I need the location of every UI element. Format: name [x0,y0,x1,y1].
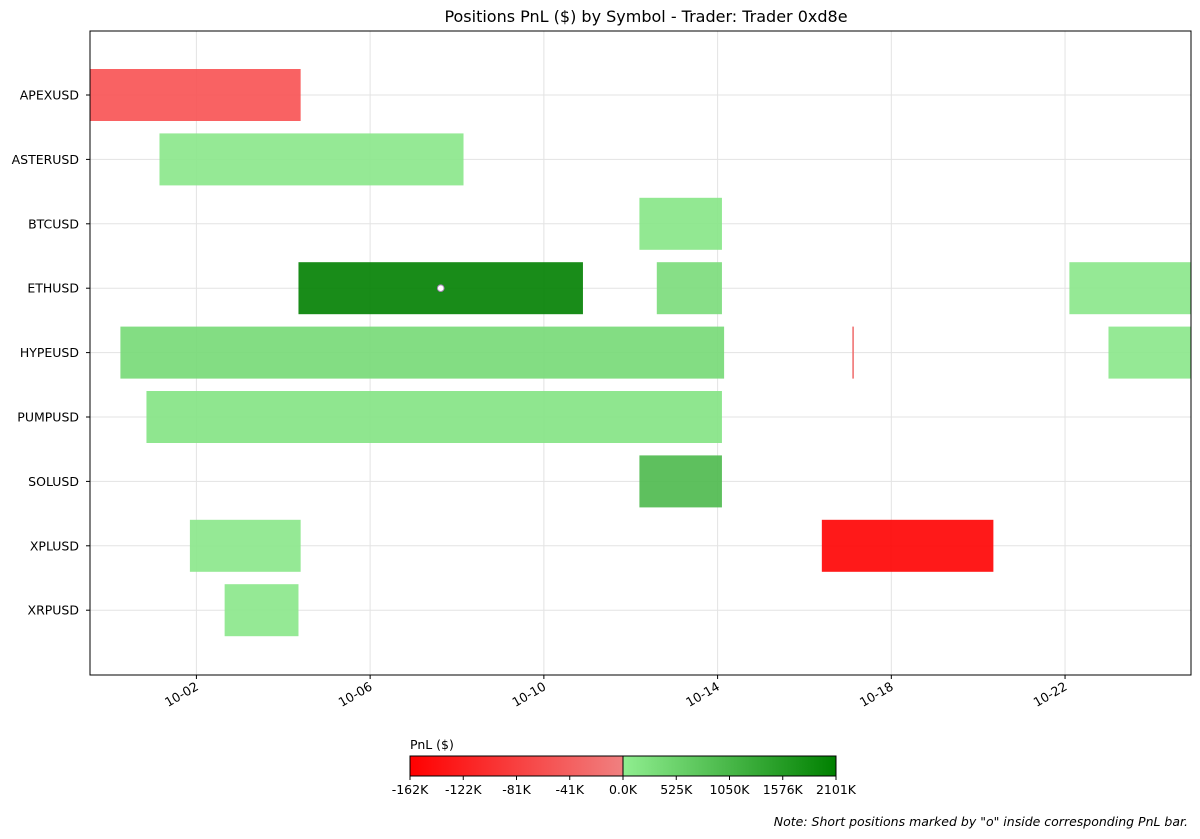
pnl-bar-pumpusd [146,391,722,443]
x-tick-label: 10-10 [509,679,548,710]
colorbar-tick-label: -122K [445,782,482,797]
y-axis-ticks: APEXUSD ASTERUSD BTCUSD ETHUSD HYPEUSD PUMPUS… [12,88,90,618]
pnl-colorbar: PnL ($) -162K -122K -81K -41K 0.0K 525K 1050K 1… [392,737,857,797]
y-tick-label: APEXUSD [20,88,79,103]
y-tick-label: SOLUSD [28,474,79,489]
pnl-bar-xrpusd [224,584,299,637]
pnl-bar-asterusd [159,133,464,186]
pnl-bar-hypeusd [1108,326,1191,379]
colorbar-tick-label: -81K [502,782,531,797]
x-tick-label: 10-02 [162,679,201,710]
short-position-marker [436,284,445,293]
pnl-bar-apexusd [90,69,301,121]
y-tick-label: XPLUSD [30,538,79,553]
pnl-bar-hypeusd [120,326,725,379]
colorbar-tick-label: -41K [555,782,584,797]
colorbar-tick-label: -162K [392,782,429,797]
colorbar-tick-label: 525K [660,782,693,797]
pnl-bar-hypeusd [852,326,854,379]
y-tick-label: ETHUSD [27,281,79,296]
colorbar-negative-segment [410,756,623,776]
plot-frame [89,30,1192,676]
x-tick-label: 10-14 [683,679,722,710]
colorbar-positive-segment [623,756,836,776]
pnl-bar-btcusd [639,197,722,250]
y-tick-label: ASTERUSD [12,152,79,167]
colorbar-tick-label: 0.0K [609,782,638,797]
y-tick-label: BTCUSD [28,216,79,231]
chart-title: Positions PnL ($) by Symbol - Trader: Tr… [444,7,847,26]
y-tick-label: PUMPUSD [17,410,79,425]
colorbar-label: PnL ($) [410,737,454,752]
x-tick-label: 10-18 [857,679,896,710]
colorbar-tick-label: 1050K [709,782,750,797]
colorbar-ticks: -162K -122K -81K -41K 0.0K 525K 1050K 1576K 2101… [392,776,857,797]
colorbar-tick-label: 2101K [816,782,857,797]
y-tick-label: HYPEUSD [20,345,79,360]
pnl-bar-solusd [639,455,722,508]
short-position-note: Note: Short positions marked by "o" insi… [773,814,1188,829]
pnl-bars [90,69,1191,637]
x-tick-label: 10-22 [1031,679,1070,710]
y-tick-label: XRPUSD [28,603,80,618]
x-axis-ticks: 10-02 10-06 10-10 10-14 10-18 10-22 [162,675,1070,710]
pnl-bar-xplusd [189,519,301,572]
colorbar-tick-label: 1576K [763,782,804,797]
x-tick-label: 10-06 [336,679,375,710]
pnl-bar-ethusd [1069,262,1191,315]
pnl-bar-xplusd [821,519,994,572]
pnl-bar-ethusd [656,262,722,315]
